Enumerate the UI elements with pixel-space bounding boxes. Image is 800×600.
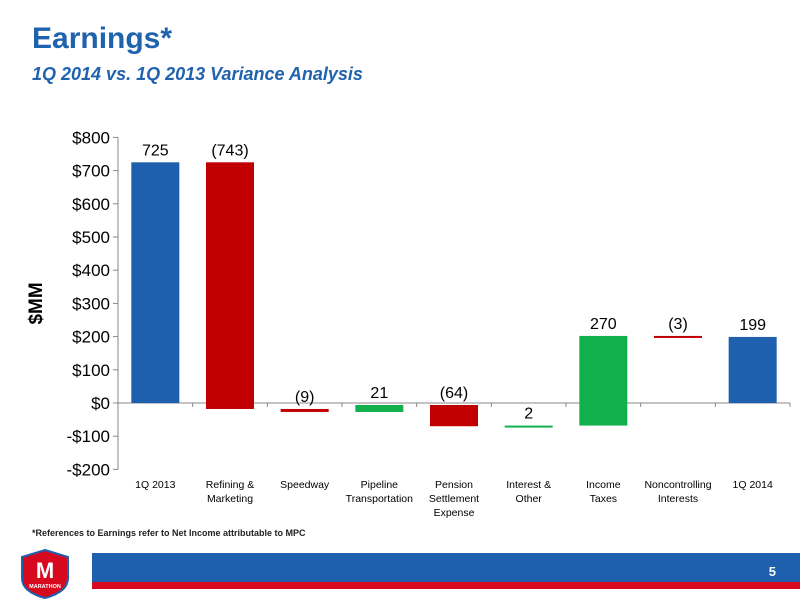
y-tick-label: $700 (72, 162, 110, 181)
y-tick-label: -$100 (67, 427, 110, 446)
x-tick-label: 1Q 2013 (135, 479, 175, 491)
logo-letter: M (36, 558, 54, 583)
data-label: (743) (211, 142, 248, 159)
page-number: 5 (768, 564, 776, 579)
data-label: 270 (590, 316, 617, 333)
page-title: Earnings* (32, 22, 173, 55)
y-axis-label: $MM (26, 282, 47, 324)
y-tick-label: $800 (72, 128, 110, 147)
data-label: 725 (142, 142, 169, 159)
bar (280, 408, 329, 412)
bar (430, 404, 478, 427)
x-tick-label: Refining & (206, 479, 254, 491)
bar (206, 162, 254, 409)
page-subtitle: 1Q 2014 vs. 1Q 2013 Variance Analysis (32, 64, 363, 84)
x-tick-label: Speedway (280, 479, 330, 491)
marathon-logo: M MARATHON (21, 548, 69, 600)
x-tick-label: Income (586, 479, 621, 491)
x-tick-label: Pipeline (361, 479, 399, 491)
y-tick-label: $100 (72, 361, 110, 380)
waterfall-chart: -$200 -$100 $0 $100 $200 $300 $400 $500 $600 $700… (26, 128, 791, 519)
data-label: (9) (295, 389, 315, 406)
footer-blue-band: 5 (92, 553, 800, 582)
y-tick-label: $300 (72, 294, 110, 313)
logo-text: MARATHON (29, 584, 61, 590)
x-tick-label: Noncontrolling (644, 479, 711, 491)
bar (579, 335, 628, 426)
bar (131, 162, 180, 403)
x-tick-label: Interests (658, 493, 698, 505)
footer-red-band (92, 582, 800, 589)
bar (654, 335, 702, 338)
data-label: (3) (668, 316, 688, 333)
x-tick-label: Settlement (429, 493, 479, 505)
data-label: 2 (524, 406, 533, 423)
x-tick-label: Expense (434, 507, 475, 519)
bar (728, 336, 777, 403)
bar (355, 404, 404, 412)
x-tick-label: Marketing (207, 493, 253, 505)
data-label: 21 (370, 385, 388, 402)
y-tick-label: $0 (91, 394, 110, 413)
y-tick-label: -$200 (67, 460, 110, 479)
x-tick-label: Interest & (506, 479, 551, 491)
data-label: (64) (440, 385, 468, 402)
data-label: 199 (739, 317, 766, 334)
x-tick-label: 1Q 2014 (733, 479, 773, 491)
x-tick-label: Transportation (346, 493, 413, 505)
y-tick-label: $200 (72, 328, 110, 347)
y-tick-label: $500 (72, 228, 110, 247)
footnote: *References to Earnings refer to Net Inc… (32, 528, 306, 538)
x-tick-label: Taxes (590, 493, 617, 505)
x-tick-label: Pension (435, 479, 473, 491)
bar (504, 425, 553, 428)
y-tick-label: $600 (72, 195, 110, 214)
y-tick-label: $400 (72, 261, 110, 280)
x-tick-label: Other (516, 493, 543, 505)
footer-bar: 5 M MARATHON (0, 548, 800, 600)
